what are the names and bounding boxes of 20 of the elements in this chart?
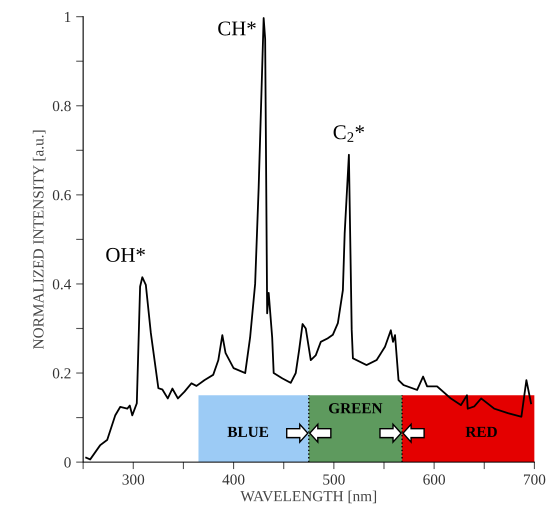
x-tick-label: 600 [423,474,446,485]
y-tick-label: 0.6 [52,190,71,200]
band-label: BLUE [228,426,268,437]
annotation: OH* [106,248,145,262]
x-tick-label: 400 [222,474,244,485]
band-label: GREEN [328,403,382,414]
y-tick-label: 0.8 [52,100,71,112]
y-tick-label: 1 [65,12,70,22]
x-tick-label: 300 [122,474,144,485]
y-axis-title: NORMALIZED INTENSITY [a.u.] [32,130,46,349]
band-label: RED [466,426,497,437]
y-tick-label: 0.4 [52,279,72,290]
annotation: C$_{2}$* [334,125,364,142]
y-tick-label: 0.2 [52,368,70,379]
line-series [85,17,532,460]
annotation: CH* [218,21,256,36]
y-tick-label: 0 [64,457,71,468]
x-tick-label: 500 [323,474,345,485]
x-tick-label: 700 [524,474,546,485]
x-axis-title: WAVELENGTH [nm] [240,490,376,504]
